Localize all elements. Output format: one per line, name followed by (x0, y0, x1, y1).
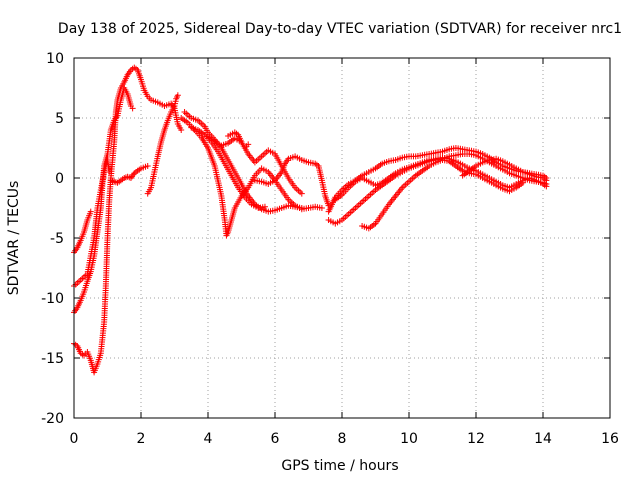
axis-ticks: 0 2 4 6 8 10 12 14 16 -20 -15 -10 -5 0 5 10 (41, 51, 619, 447)
y-tick-label: -20 (41, 411, 64, 427)
x-tick-label: 2 (137, 431, 146, 447)
data-point (261, 203, 268, 210)
data-point (543, 177, 550, 184)
x-tick-label: 12 (467, 431, 485, 447)
chart-title: Day 138 of 2025, Sidereal Day-to-day VTE… (58, 21, 622, 37)
y-tick-label: -10 (41, 291, 64, 307)
data-point (298, 190, 305, 197)
data-point (129, 105, 136, 112)
y-tick-label: 0 (55, 171, 64, 187)
series-sat-track-3 (71, 208, 94, 256)
data-point (174, 92, 181, 99)
y-axis-title: SDTVAR / TECUs (6, 181, 22, 296)
x-tick-label: 14 (534, 431, 552, 447)
x-tick-label: 4 (204, 431, 213, 447)
y-tick-label: 5 (55, 111, 64, 127)
data-point (245, 141, 252, 148)
series-sat-track-12 (251, 153, 332, 209)
series-sat-track-17 (459, 155, 550, 184)
series-sat-track-16 (359, 157, 526, 232)
x-tick-label: 16 (601, 431, 619, 447)
y-tick-label: 10 (46, 51, 64, 67)
data-points (71, 64, 550, 376)
x-axis-title: GPS time / hours (281, 458, 398, 474)
x-tick-label: 6 (271, 431, 280, 447)
data-point (87, 208, 94, 215)
y-tick-label: -5 (50, 231, 64, 247)
x-tick-label: 10 (400, 431, 418, 447)
x-tick-label: 8 (338, 431, 347, 447)
data-point (543, 183, 550, 190)
data-point (519, 179, 526, 186)
series-sat-track-11 (225, 129, 252, 151)
data-point (298, 205, 305, 211)
series-sat-track-6 (144, 92, 181, 197)
series-sat-track-4 (71, 157, 113, 289)
data-point (178, 127, 185, 133)
data-point (106, 169, 113, 175)
x-tick-label: 0 (70, 431, 79, 447)
data-point (144, 163, 151, 169)
series-sat-track-5 (107, 163, 151, 186)
grid (74, 58, 610, 418)
y-tick-label: -15 (41, 351, 64, 367)
data-point (318, 205, 325, 211)
